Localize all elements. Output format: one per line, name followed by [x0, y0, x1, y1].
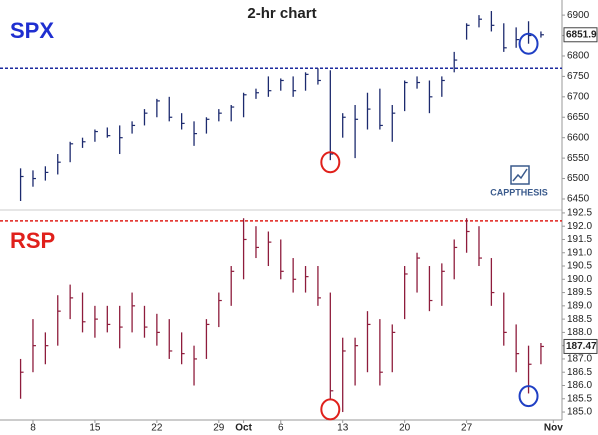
- x-tick-label: 13: [337, 423, 349, 434]
- y-tick-label: 187.0: [567, 354, 592, 365]
- x-tick-label: 15: [89, 423, 101, 434]
- panel-label: RSP: [10, 228, 55, 253]
- y-tick-label: 6800: [567, 51, 590, 62]
- chart-title: 2-hr chart: [247, 5, 316, 22]
- y-tick-label: 6500: [567, 173, 590, 184]
- y-tick-label: 185.0: [567, 407, 592, 418]
- y-tick-label: 191.5: [567, 234, 592, 245]
- x-tick-label: 6: [278, 423, 284, 434]
- y-tick-label: 6650: [567, 112, 590, 123]
- y-tick-label: 192.5: [567, 208, 592, 219]
- y-tick-label: 190.5: [567, 261, 592, 272]
- panel-label: SPX: [10, 18, 54, 43]
- y-tick-label: 186.0: [567, 380, 592, 391]
- y-tick-label: 188.0: [567, 327, 592, 338]
- y-tick-label: 190.0: [567, 274, 592, 285]
- annotation-circle: [518, 385, 539, 408]
- y-tick-label: 185.5: [567, 393, 592, 404]
- y-tick-label: 189.5: [567, 287, 592, 298]
- logo: CAPPTHESIS: [490, 187, 548, 197]
- last-price-box: [563, 338, 598, 354]
- annotation-circle: [518, 32, 539, 55]
- x-tick-label: 22: [151, 423, 163, 434]
- logo-icon: [510, 165, 530, 185]
- x-tick-label: 20: [399, 423, 411, 434]
- x-tick-label: Oct: [235, 423, 252, 434]
- y-tick-label: 6750: [567, 71, 590, 82]
- x-tick-label: 29: [213, 423, 225, 434]
- logo-icon-line: [512, 168, 528, 182]
- y-tick-label: 6450: [567, 194, 590, 205]
- y-tick-label: 6700: [567, 91, 590, 102]
- y-tick-label: 192.0: [567, 221, 592, 232]
- last-price-label: 6851.9: [566, 29, 597, 40]
- y-tick-label: 186.5: [567, 367, 592, 378]
- y-tick-label: 189.0: [567, 300, 592, 311]
- y-tick-label: 6900: [567, 10, 590, 21]
- annotation-circle: [320, 151, 341, 174]
- last-price-label: 187.47: [566, 341, 597, 352]
- x-tick-label: 27: [461, 423, 473, 434]
- y-tick-label: 188.5: [567, 314, 592, 325]
- x-tick-label: 8: [30, 423, 36, 434]
- last-price-box: [563, 27, 598, 43]
- y-tick-label: 6600: [567, 132, 590, 143]
- y-tick-label: 6550: [567, 153, 590, 164]
- y-tick-label: 191.0: [567, 247, 592, 258]
- annotation-circle: [320, 398, 341, 421]
- x-tick-label: Nov: [544, 423, 563, 434]
